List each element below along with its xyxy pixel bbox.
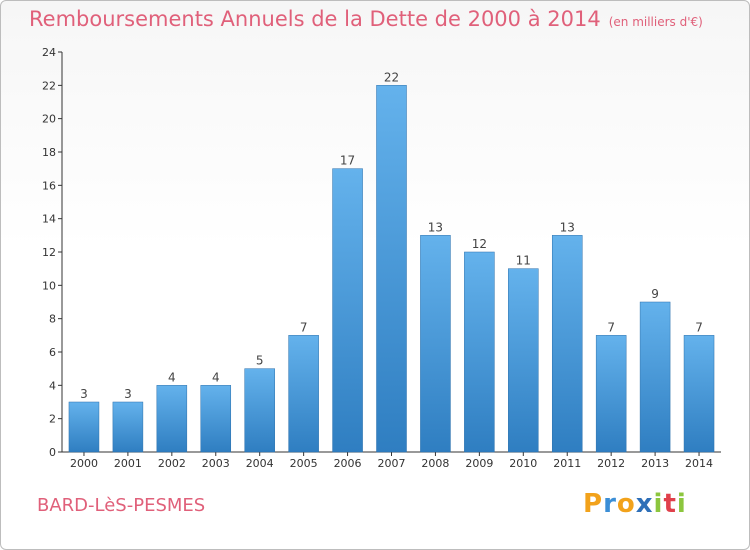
bar-value-label: 11 (516, 254, 531, 268)
logo-letter: P (583, 489, 604, 519)
y-tick-label: 6 (49, 346, 56, 359)
bar (464, 251, 495, 453)
bar (508, 268, 539, 453)
x-tick-label: 2012 (597, 457, 625, 470)
x-tick-label: 2007 (378, 457, 406, 470)
bar-value-label: 3 (124, 387, 132, 401)
bar (551, 235, 583, 453)
bar (595, 335, 627, 453)
y-tick-label: 18 (42, 146, 56, 159)
bar-value-label: 22 (384, 70, 399, 84)
logo-letter: x (635, 489, 654, 519)
bar-value-label: 17 (340, 154, 355, 168)
bar (244, 368, 275, 453)
bar-value-label: 9 (651, 287, 659, 301)
y-tick-label: 20 (42, 113, 56, 126)
title-unit: (en milliers d'€) (608, 15, 703, 29)
x-tick-label: 2002 (158, 457, 186, 470)
bar (288, 335, 319, 453)
logo-letter: o (616, 489, 636, 519)
y-tick-label: 16 (42, 179, 56, 192)
x-tick-label: 2001 (114, 457, 142, 470)
bar (639, 301, 671, 453)
title-main: Remboursements Annuels de la Dette de 20… (29, 7, 601, 31)
bar (683, 335, 715, 453)
bar (200, 385, 232, 453)
bar (332, 168, 363, 453)
y-tick-label: 12 (42, 246, 56, 259)
bar-value-label: 13 (428, 220, 443, 234)
logo-letter: r (603, 489, 617, 519)
y-tick-label: 8 (49, 313, 56, 326)
commune-name: BARD-LèS-PESMES (37, 495, 206, 516)
chart-title: Remboursements Annuels de la Dette de 20… (29, 7, 703, 31)
x-tick-label: 2013 (641, 457, 669, 470)
bar-value-label: 7 (607, 320, 615, 334)
bar (420, 235, 451, 453)
bar-value-label: 4 (212, 370, 220, 384)
bar-value-label: 7 (695, 320, 703, 334)
logo-letter: i (676, 489, 687, 519)
x-tick-label: 2014 (685, 457, 713, 470)
bar (112, 401, 144, 453)
x-tick-label: 2005 (290, 457, 318, 470)
y-tick-label: 10 (42, 279, 56, 292)
bars: 3 3 4 4 5 7 17 22 13 12 11 13 7 9 7 (68, 70, 715, 453)
bar (156, 385, 188, 453)
y-tick-label: 22 (42, 79, 56, 92)
proxiti-logo: Proxiti (583, 489, 687, 519)
x-tick-label: 2009 (465, 457, 493, 470)
x-tick-label: 2003 (202, 457, 230, 470)
bar-value-label: 4 (168, 370, 176, 384)
x-tick-label: 2008 (421, 457, 449, 470)
logo-letter: t (663, 489, 677, 519)
bar (68, 401, 100, 453)
x-tick-label: 2000 (70, 457, 98, 470)
bar-value-label: 12 (472, 237, 487, 251)
y-tick-label: 0 (49, 446, 56, 459)
y-tick-label: 14 (42, 213, 56, 226)
bar-value-label: 3 (80, 387, 88, 401)
x-tick-label: 2006 (334, 457, 362, 470)
bar-value-label: 13 (560, 220, 575, 234)
bar-value-label: 5 (256, 354, 264, 368)
y-tick-label: 4 (49, 379, 56, 392)
x-tick-label: 2010 (509, 457, 537, 470)
x-tick-label: 2004 (246, 457, 274, 470)
bar-value-label: 7 (300, 320, 308, 334)
logo-letter: i (653, 489, 664, 519)
x-tick-label: 2011 (553, 457, 581, 470)
y-tick-label: 24 (42, 46, 56, 59)
y-tick-label: 2 (49, 413, 56, 426)
bar (376, 85, 407, 453)
